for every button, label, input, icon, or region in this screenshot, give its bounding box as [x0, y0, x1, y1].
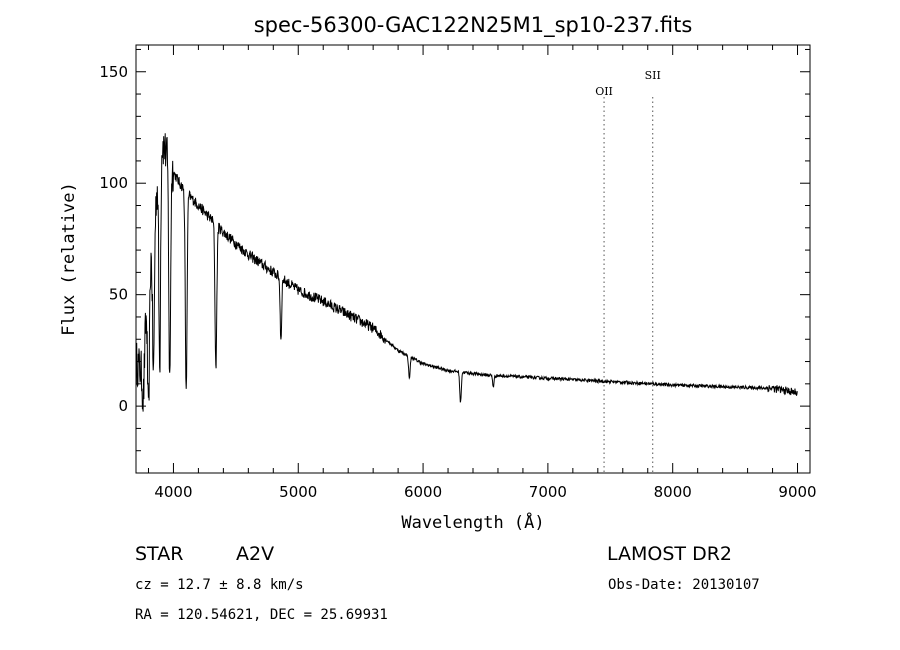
coordinates-text: RA = 120.54621, DEC = 25.69931	[135, 607, 388, 623]
spectrum-line	[135, 133, 798, 412]
reference-lines: OII SII	[595, 69, 661, 473]
y-axis-title: Flux (relative)	[59, 182, 79, 336]
plot-frame	[135, 44, 811, 474]
spectral-subclass: A2V	[236, 543, 274, 565]
x-tick-label: 5000	[279, 483, 317, 501]
x-tick-label: 8000	[654, 483, 692, 501]
y-tick-label: 100	[99, 174, 128, 192]
y-tick-label: 0	[118, 397, 128, 415]
y-tick-label: 50	[109, 286, 128, 304]
redshift-text: cz = 12.7 ± 8.8 km/s	[135, 577, 304, 593]
obs-date: Obs-Date: 20130107	[608, 577, 760, 593]
x-axis-title: Wavelength (Å)	[401, 511, 544, 533]
reference-line-label: OII	[595, 85, 613, 98]
x-tick-label: 9000	[778, 483, 816, 501]
tick-labels: 4000 5000 6000 7000 8000 9000 0 50 100 150	[99, 63, 816, 501]
object-class: STAR	[135, 543, 183, 565]
x-tick-label: 4000	[154, 483, 192, 501]
survey-label: LAMOST DR2	[607, 543, 732, 565]
x-tick-label: 6000	[404, 483, 442, 501]
y-tick-label: 150	[99, 63, 128, 81]
x-tick-label: 7000	[529, 483, 567, 501]
chart-title: spec-56300-GAC122N25M1_sp10-237.fits	[254, 13, 693, 38]
reference-line-label: SII	[645, 69, 661, 82]
axis-ticks	[136, 45, 810, 473]
